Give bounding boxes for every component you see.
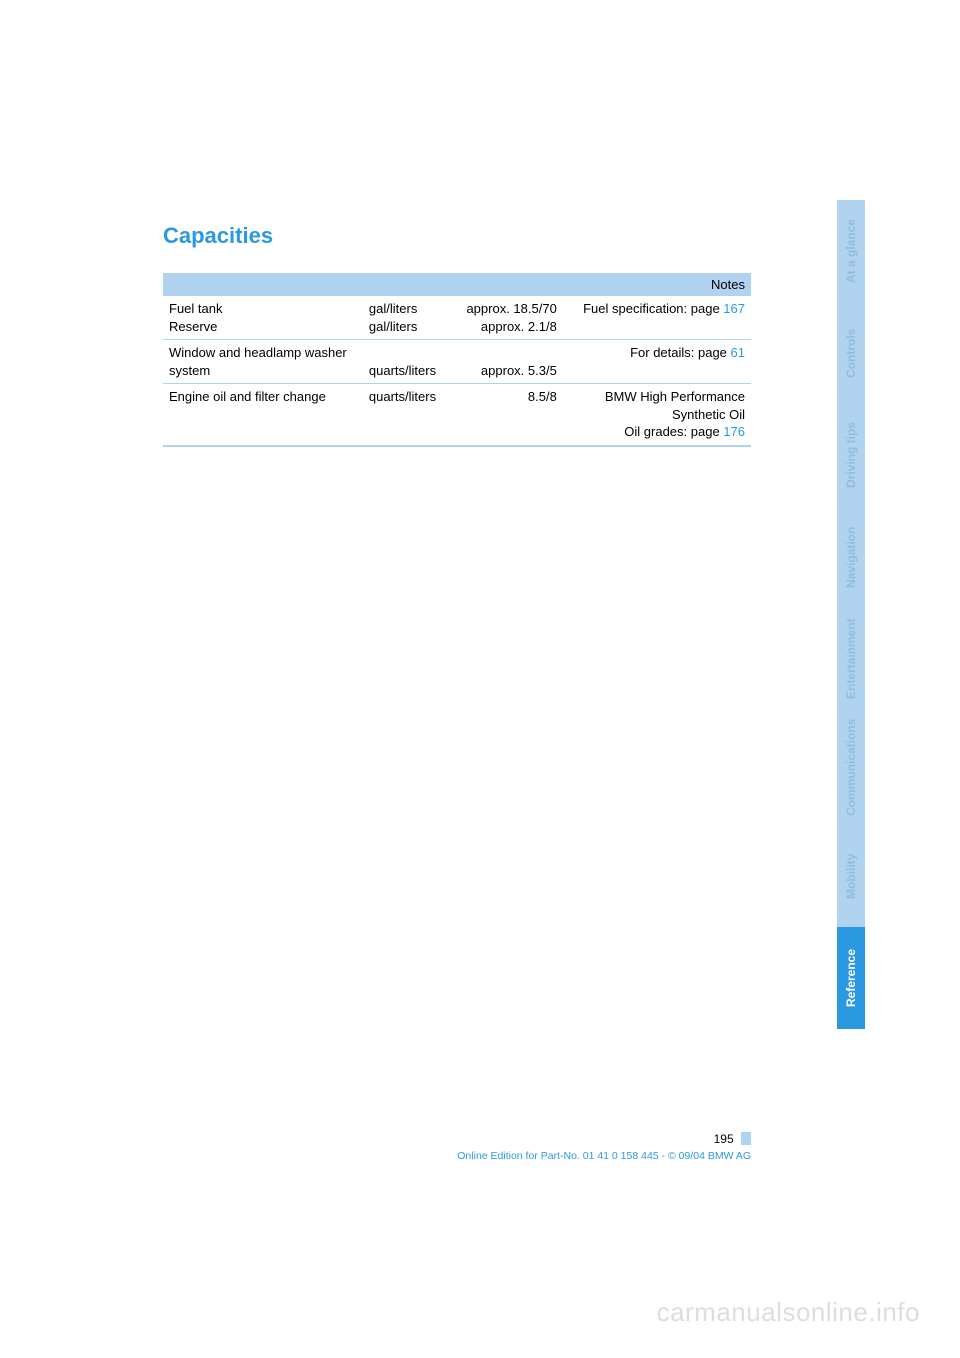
- item-cell: Engine oil and filter change: [163, 384, 363, 446]
- note-cell: For details: page 61: [563, 340, 751, 384]
- table-row: Engine oil and filter change quarts/lite…: [163, 384, 751, 446]
- item-cell: Window and headlamp washer system: [163, 340, 363, 384]
- tab-entertainment[interactable]: Entertainment: [837, 608, 865, 710]
- value-cell: 8.5/8: [445, 384, 563, 446]
- page-link[interactable]: 167: [723, 301, 745, 316]
- capacities-table: Notes Fuel tank Reserve gal/liters gal/l…: [163, 273, 751, 447]
- tab-mobility[interactable]: Mobility: [837, 825, 865, 927]
- tab-reference[interactable]: Reference: [837, 927, 865, 1029]
- footer-edition-line: Online Edition for Part-No. 01 41 0 158 …: [163, 1150, 751, 1162]
- tab-controls[interactable]: Controls: [837, 302, 865, 404]
- unit-cell: quarts/liters: [363, 340, 445, 384]
- unit-cell: gal/liters gal/liters: [363, 296, 445, 340]
- side-tabs: At a glance Controls Driving tips Naviga…: [837, 200, 865, 1029]
- tab-at-a-glance[interactable]: At a glance: [837, 200, 865, 302]
- page-content: Capacities Notes Fuel tank Reserve gal/l…: [163, 223, 751, 447]
- table-header-row: Notes: [163, 273, 751, 296]
- tab-communications[interactable]: Communications: [837, 710, 865, 825]
- note-cell: BMW High Performance Synthetic Oil Oil g…: [563, 384, 751, 446]
- table-row: Fuel tank Reserve gal/liters gal/liters …: [163, 296, 751, 340]
- page-link[interactable]: 176: [723, 424, 745, 439]
- page-number: 195: [714, 1132, 734, 1146]
- watermark-text: carmanualsonline.info: [657, 1297, 920, 1328]
- notes-header: Notes: [563, 273, 751, 296]
- unit-cell: quarts/liters: [363, 384, 445, 446]
- page-link[interactable]: 61: [731, 345, 745, 360]
- item-cell: Fuel tank Reserve: [163, 296, 363, 340]
- section-heading: Capacities: [163, 223, 751, 249]
- page-marker-icon: [741, 1132, 751, 1145]
- page-footer: 195 Online Edition for Part-No. 01 41 0 …: [163, 1131, 751, 1162]
- tab-driving-tips[interactable]: Driving tips: [837, 404, 865, 506]
- tab-navigation[interactable]: Navigation: [837, 506, 865, 608]
- value-cell: approx. 18.5/70 approx. 2.1/8: [445, 296, 563, 340]
- note-cell: Fuel specification: page 167: [563, 296, 751, 340]
- table-row: Window and headlamp washer system quarts…: [163, 340, 751, 384]
- value-cell: approx. 5.3/5: [445, 340, 563, 384]
